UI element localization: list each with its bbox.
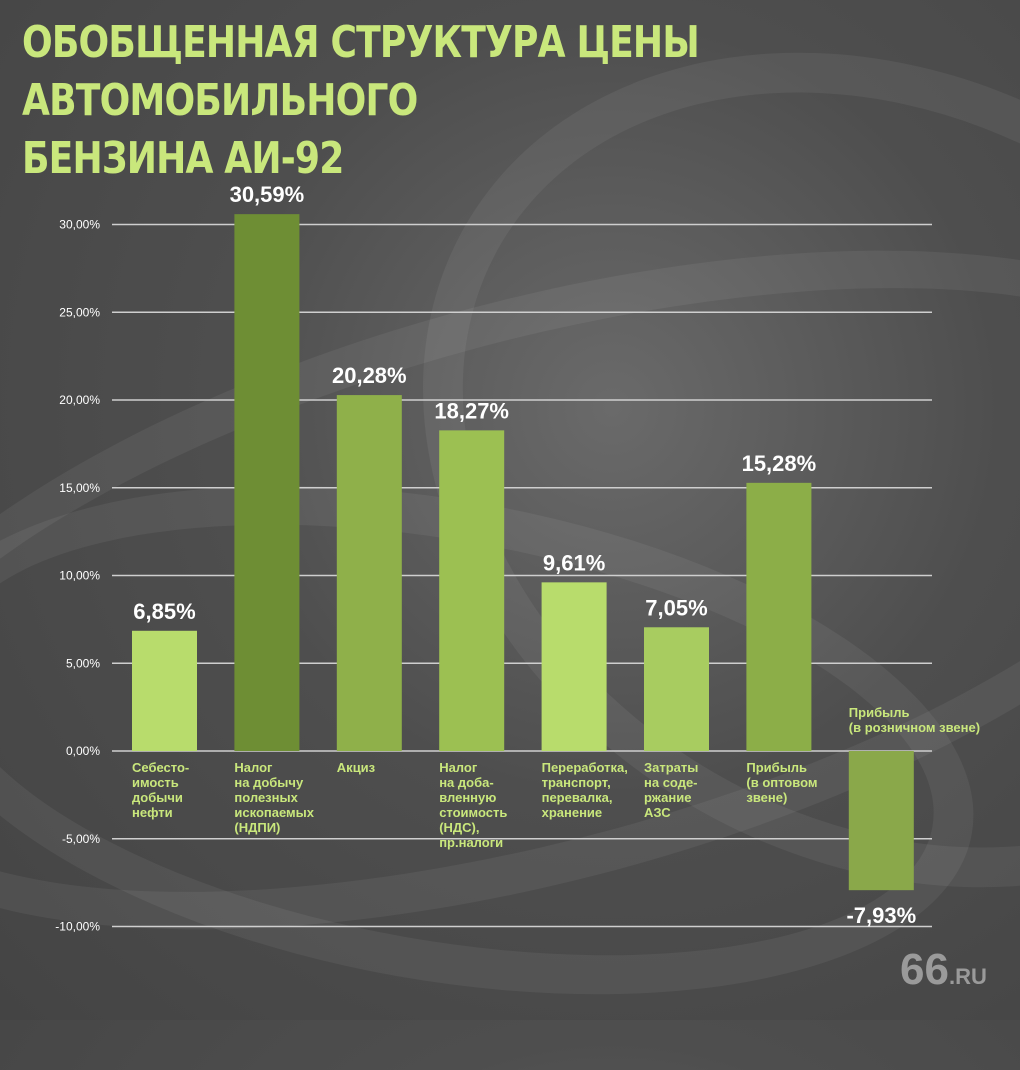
value-label: 7,05% bbox=[645, 595, 707, 620]
bar bbox=[848, 751, 914, 891]
bar bbox=[746, 482, 812, 751]
bar-chart: 30,00% 25,00% 20,00% 15,00% 10,00% 5,00% 0,00%… bbox=[55, 182, 932, 934]
value-label: 18,27% bbox=[434, 398, 509, 423]
category-label: Налог на добычу полезных ископаемых (НДП… bbox=[234, 760, 314, 835]
y-tick-label: -10,00% bbox=[55, 920, 100, 934]
y-tick-label: 20,00% bbox=[59, 393, 100, 407]
value-label: 15,28% bbox=[742, 451, 817, 476]
value-label: 9,61% bbox=[543, 550, 605, 575]
category-label: Себесто- имость добычи нефти bbox=[132, 760, 190, 820]
bar bbox=[234, 214, 300, 751]
site-logo: 66.RU bbox=[900, 945, 987, 995]
logo-suffix: .RU bbox=[948, 964, 987, 989]
value-label: 30,59% bbox=[230, 182, 305, 207]
category-label: Налог на доба- вленную стоимость (НДС), … bbox=[439, 760, 508, 850]
bar bbox=[439, 430, 505, 751]
y-tick-label: -5,00% bbox=[62, 832, 100, 846]
category-label: Затраты на соде- ржание АЗС bbox=[644, 760, 699, 820]
value-label: -7,93% bbox=[846, 903, 916, 928]
bar bbox=[541, 582, 607, 751]
category-label: Прибыль (в розничном звене) bbox=[848, 705, 981, 735]
value-label: 20,28% bbox=[332, 363, 407, 388]
y-tick-label: 15,00% bbox=[59, 481, 100, 495]
category-label: Акциз bbox=[336, 760, 376, 775]
bar bbox=[644, 627, 709, 751]
bar bbox=[132, 630, 197, 751]
value-label: 6,85% bbox=[133, 599, 195, 624]
chart-title: ОБОБЩЕННАЯ СТРУКТУРА ЦЕНЫ АВТОМОБИЛЬНОГО… bbox=[22, 17, 700, 184]
bar bbox=[336, 395, 402, 751]
y-tick-label: 30,00% bbox=[59, 218, 100, 232]
y-tick-label: 10,00% bbox=[59, 569, 100, 583]
category-label: Прибыль (в оптовом звене) bbox=[746, 760, 818, 805]
y-tick-label: 0,00% bbox=[66, 744, 100, 758]
y-tick-label: 25,00% bbox=[59, 305, 100, 319]
logo-main: 66 bbox=[900, 945, 949, 994]
y-tick-label: 5,00% bbox=[66, 656, 100, 670]
category-label: Переработка, транспорт, перевалка, хране… bbox=[541, 760, 628, 820]
